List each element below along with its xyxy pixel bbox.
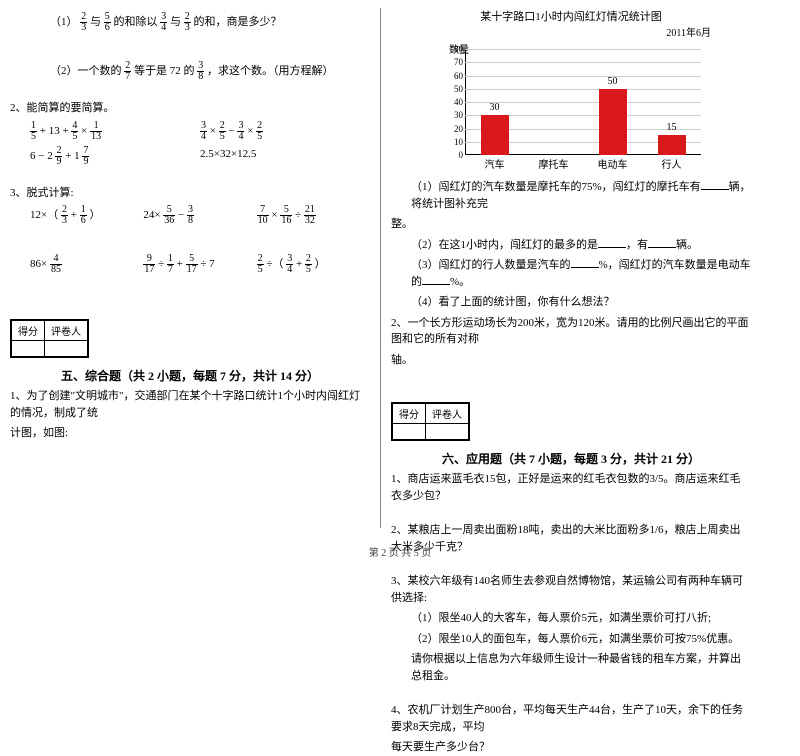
a1: 1、商店运来蓝毛衣15包，正好是运来的红毛衣包数的3/5。商店运来红毛衣多少包？: [391, 471, 751, 504]
chart-ytick: 40: [443, 97, 463, 107]
chart-category-label: 电动车: [588, 156, 638, 171]
a4a: 4、农机厂计划生产800台，平均每天生产44台，生产了10天，余下的任务要求8天…: [391, 702, 751, 735]
blank-field: [571, 257, 599, 268]
chart-ytick: 80: [443, 44, 463, 54]
blank-field: [422, 274, 450, 285]
chart-gridline: [465, 62, 701, 63]
txt: 与: [170, 16, 181, 28]
blank-field: [648, 237, 676, 248]
chart-category-label: 汽车: [470, 156, 520, 171]
page-footer: 第 2 页 共 5 页: [0, 544, 800, 559]
chart-gridline: [465, 49, 701, 50]
calc-a2: 6 − 2 29 + 1 79: [30, 146, 200, 167]
a3c: （2）限坐10人的面包车，每人票价6元，如满坐票价可按75%优惠。: [391, 631, 751, 648]
a3b: （1）限坐40人的大客车，每人票价5元，如满坐票价可打八折;: [391, 610, 751, 627]
rq1c: 整。: [391, 216, 751, 233]
a3a: 3、某校六年级有140名师生去参观自然博物馆，某运输公司有两种车辆可供选择:: [391, 573, 751, 606]
chart-bar: [658, 135, 686, 155]
rq4: （4）看了上面的统计图，你有什么想法？: [391, 294, 751, 311]
calc-row-2: 6 − 2 29 + 1 79 2.5×32×12.5: [10, 146, 370, 167]
chart-ytick: 30: [443, 110, 463, 120]
frac-5-6: 56: [104, 12, 111, 33]
frac-2-3: 23: [80, 12, 87, 33]
q1-2: （2）一个数的 27 等于是 72 的 38 ，求这个数。（用方程解）: [10, 61, 370, 82]
chart-bar-label: 50: [599, 76, 627, 87]
chart-gridline: [465, 89, 701, 90]
chart-category-label: 行人: [647, 156, 697, 171]
grader-label: 评卷人: [45, 321, 88, 341]
p5-1a: 1、为了创建"文明城市"，交通部门在某个十字路口统计1个小时内闯红灯的情况，制成…: [10, 388, 370, 421]
chart-bar: [599, 89, 627, 155]
p3: 3、脱式计算:: [10, 185, 370, 202]
q1-1-prefix: （1）: [50, 16, 78, 28]
calc-row-4: 86× 485 917 ÷ 17 + 517 ÷ 7 25 ÷（ 34 + 25…: [10, 254, 370, 275]
chart-gridline: [465, 76, 701, 77]
rp2b: 轴。: [391, 352, 751, 369]
right-column: 某十字路口1小时内闯红灯情况统计图 2011年6月 数量 01020304050…: [381, 0, 761, 540]
txt: 的和除以: [114, 16, 158, 28]
calc-b2: 2.5×32×12.5: [200, 146, 370, 167]
score-label: 得分: [393, 404, 426, 424]
a4b: 每天要生产多少台？: [391, 739, 751, 756]
left-column: （1） 23 与 56 的和除以 34 与 23 的和，商是多少？ （2）一个数…: [0, 0, 380, 540]
chart-category-label: 摩托车: [529, 156, 579, 171]
chart-title: 某十字路口1小时内闯红灯情况统计图: [391, 8, 751, 24]
p2: 2、能简算的要简算。: [10, 100, 370, 117]
txt: 的和，商是多少？: [194, 16, 282, 28]
txt: 等于是 72 的: [134, 65, 195, 77]
q1-1: （1） 23 与 56 的和除以 34 与 23 的和，商是多少？: [10, 12, 370, 33]
section-5-title: 五、综合题（共 2 小题，每题 7 分，共计 14 分）: [10, 367, 370, 384]
score-label: 得分: [12, 321, 45, 341]
frac-3-4: 34: [160, 12, 167, 33]
txt: 与: [90, 16, 101, 28]
bar-chart: 数量 0102030405060708030汽车摩托车50电动车15行人: [431, 43, 711, 173]
p5-1b: 计图，如图:: [10, 425, 370, 442]
chart-ytick: 50: [443, 84, 463, 94]
blank-field: [701, 179, 729, 190]
txt: ，求这个数。（用方程解）: [207, 65, 334, 77]
score-box-left: 得分 评卷人: [10, 319, 89, 358]
chart-ytick: 20: [443, 124, 463, 134]
calc-row-1: 15 + 13 + 45 × 113 34 × 25 − 34 × 25: [10, 121, 370, 142]
frac-2-7: 27: [124, 61, 131, 82]
chart-bar: [481, 115, 509, 155]
q1-2-prefix: （2）一个数的: [50, 65, 122, 77]
blank-field: [598, 237, 626, 248]
chart-ytick: 0: [443, 150, 463, 160]
frac-2-3b: 23: [184, 12, 191, 33]
chart-ytick: 60: [443, 71, 463, 81]
rp2a: 2、一个长方形运动场长为200米，宽为120米。请用的比例尺画出它的平面图和它的…: [391, 315, 751, 348]
grader-label: 评卷人: [426, 404, 469, 424]
rq3: （3）闯红灯的行人数量是汽车的%，闯红灯的汽车数量是电动车的%。: [391, 257, 751, 290]
rq1: （1）闯红灯的汽车数量是摩托车的75%，闯红灯的摩托车有辆，将统计图补充完: [391, 179, 751, 212]
a3d: 请你根据以上信息为六年级师生设计一种最省钱的租车方案，并算出总租金。: [391, 651, 751, 684]
section-6-title: 六、应用题（共 7 小题，每题 3 分，共计 21 分）: [391, 450, 751, 467]
c4a: 86× 485: [30, 254, 143, 275]
c3c: 710 × 516 ÷ 2132: [257, 205, 370, 226]
calc-a1: 15 + 13 + 45 × 113: [30, 121, 200, 142]
score-box-right: 得分 评卷人: [391, 402, 470, 441]
c4c: 25 ÷（ 34 + 25 ）: [257, 254, 370, 275]
chart-bar-label: 30: [481, 102, 509, 113]
c4b: 917 ÷ 17 + 517 ÷ 7: [143, 254, 256, 275]
chart-ytick: 10: [443, 137, 463, 147]
frac-3-8: 38: [197, 61, 204, 82]
c3b: 24× 536 − 38: [143, 205, 256, 226]
calc-row-3: 12×（ 23 + 16 ） 24× 536 − 38 710 × 516 ÷ …: [10, 205, 370, 226]
rq2: （2）在这1小时内，闯红灯的最多的是，有辆。: [391, 237, 751, 254]
chart-ytick: 70: [443, 57, 463, 67]
chart-bar-label: 15: [658, 122, 686, 133]
chart-subtitle: 2011年6月: [391, 24, 751, 39]
c3a: 12×（ 23 + 16 ）: [30, 205, 143, 226]
calc-b1: 34 × 25 − 34 × 25: [200, 121, 370, 142]
